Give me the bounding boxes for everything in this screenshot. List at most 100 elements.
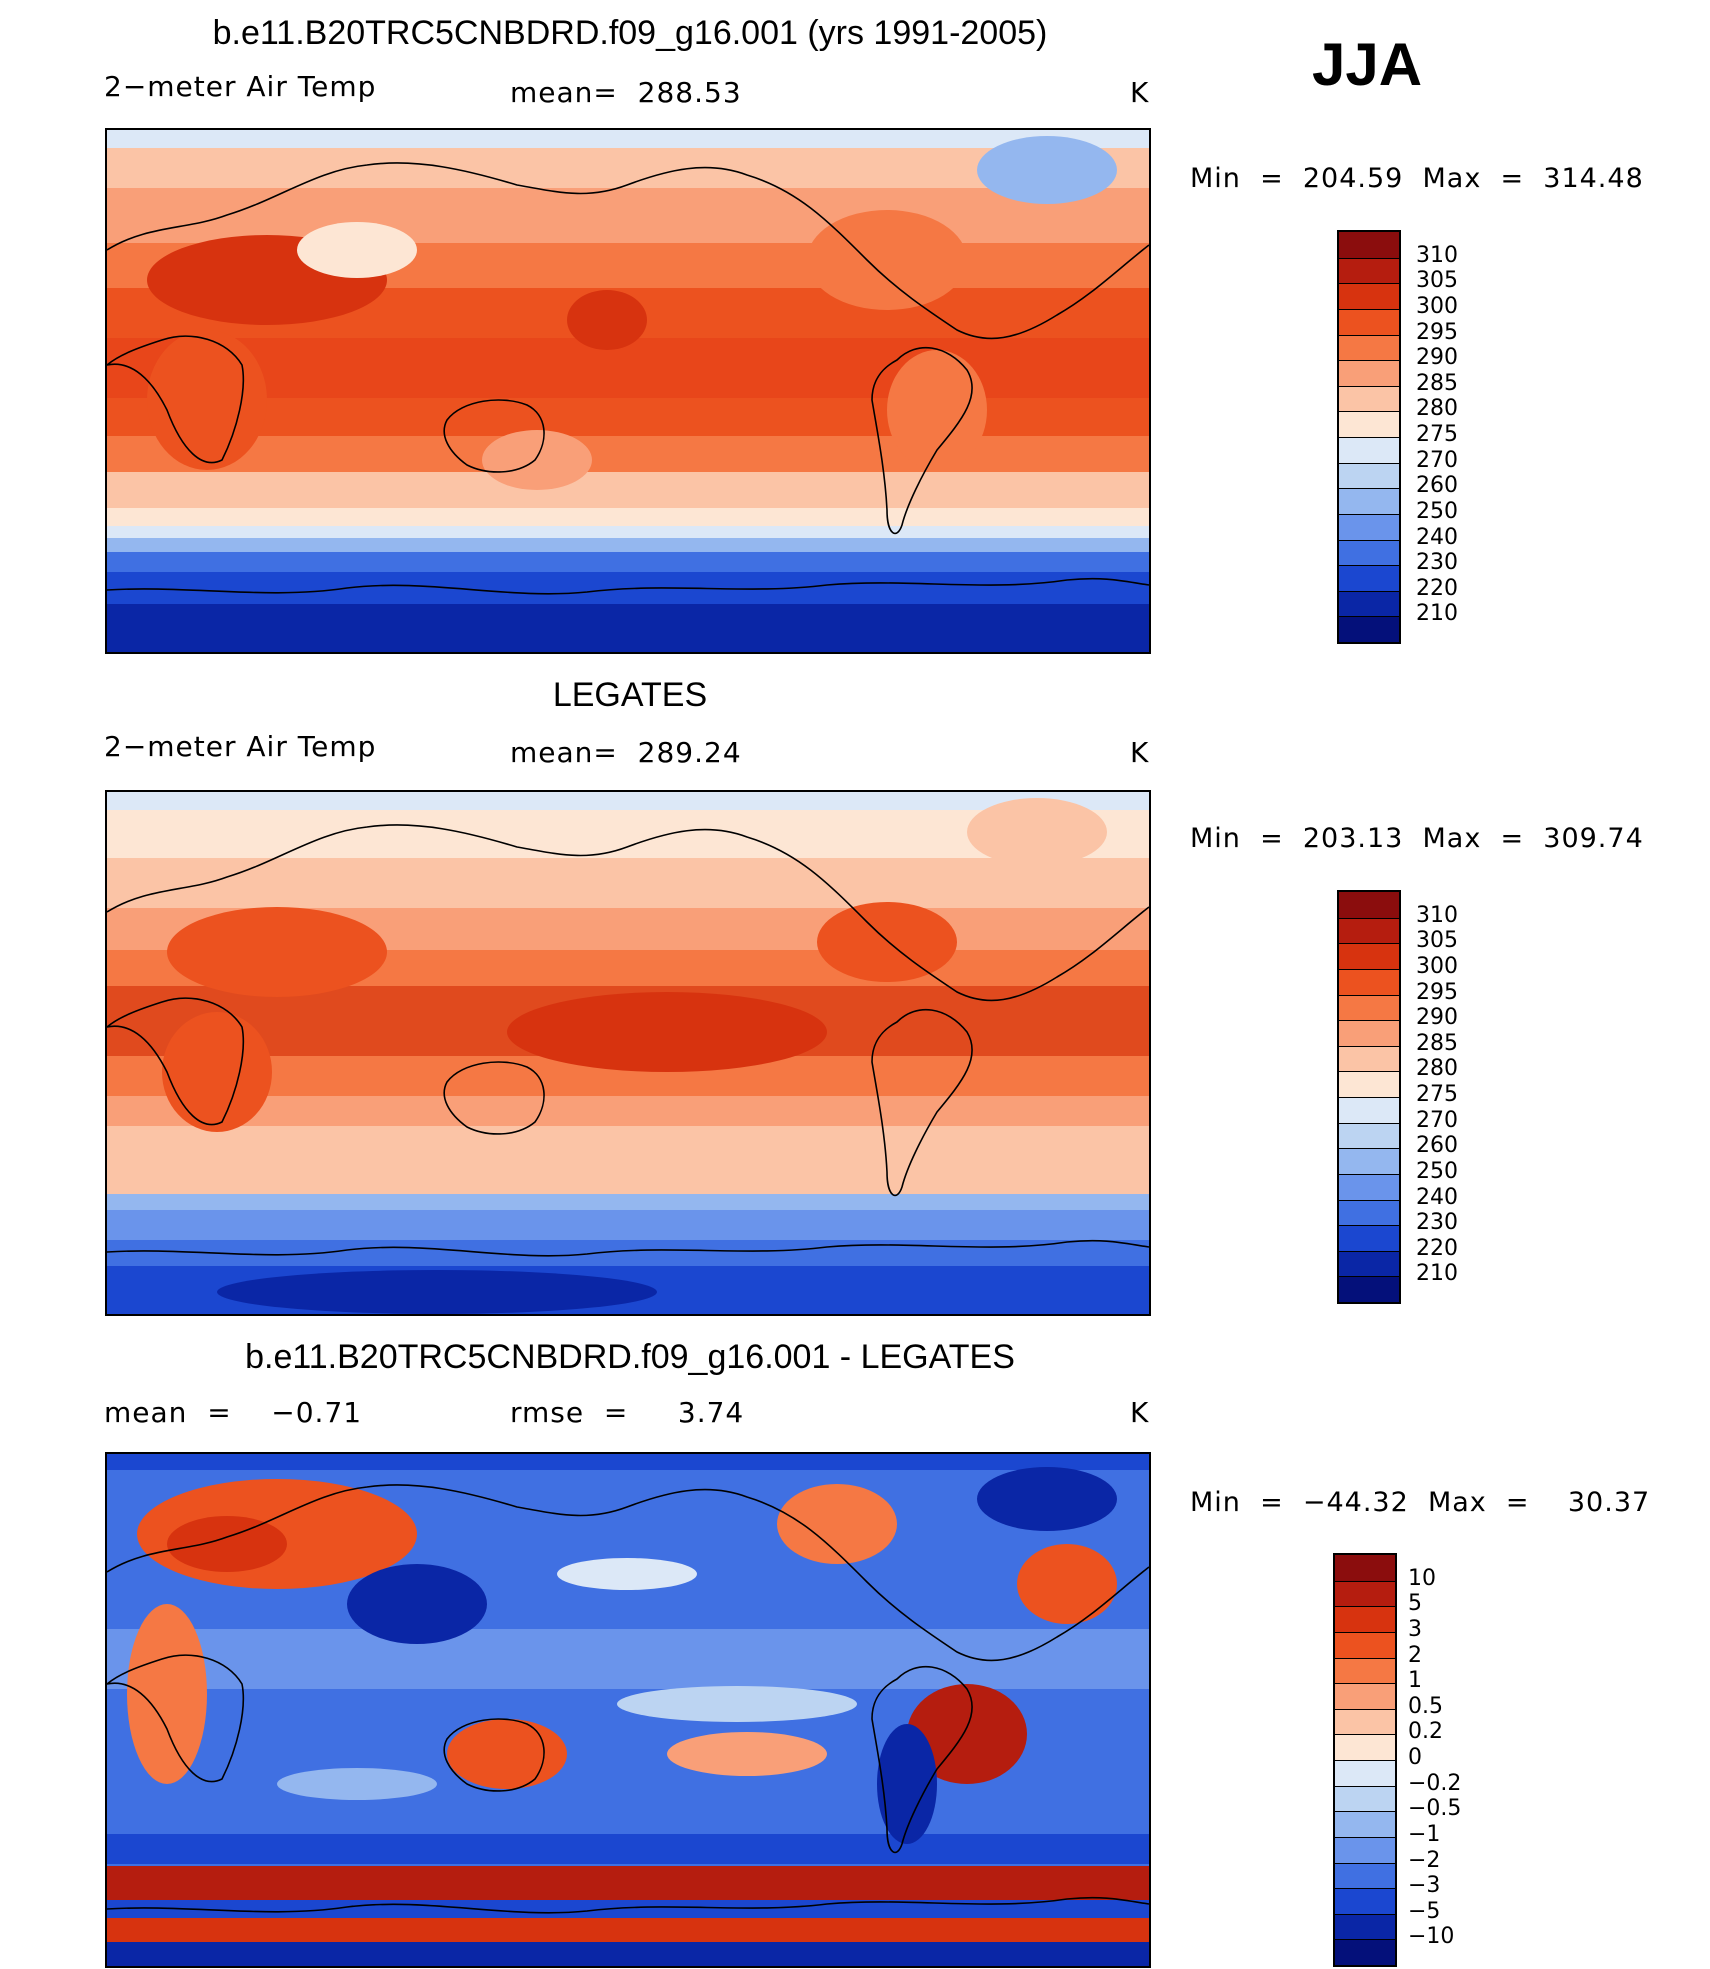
colorbar-box bbox=[1339, 411, 1399, 437]
panel-3-mean-label: mean = −0.71 bbox=[104, 1396, 363, 1429]
panel-3-minmax-label: Min = −44.32 Max = 30.37 bbox=[1190, 1487, 1651, 1518]
colorbar-box bbox=[1339, 892, 1399, 918]
colorbar-box bbox=[1339, 968, 1399, 995]
panel-3-rmse-label: rmse = 3.74 bbox=[510, 1396, 745, 1429]
colorbar-box bbox=[1339, 437, 1399, 463]
panel-3-title: b.e11.B20TRC5CNBDRD.f09_g16.001 - LEGATE… bbox=[245, 1338, 1015, 1376]
colorbar-tick-label: 290 bbox=[1416, 345, 1458, 371]
colorbar-box bbox=[1335, 1657, 1395, 1684]
panel-3-colorbar-ticks: 10 5 3 2 1 0.5 0.2 0 −0.2 −0.5 −1 −2 −3 −5 −10 bbox=[1408, 1553, 1528, 1967]
colorbar-tick-label: 285 bbox=[1416, 370, 1458, 396]
colorbar-tick-label: 260 bbox=[1416, 473, 1458, 499]
colorbar-tick-label: 250 bbox=[1416, 498, 1458, 524]
colorbar-box bbox=[1335, 1555, 1395, 1581]
colorbar-box bbox=[1335, 1580, 1395, 1607]
colorbar-tick-label: 275 bbox=[1416, 422, 1458, 447]
colorbar-tick-label: −0.2 bbox=[1408, 1770, 1462, 1796]
panel-2-variable-label: 2−meter Air Temp bbox=[104, 730, 377, 763]
colorbar-tick-label: 250 bbox=[1416, 1158, 1458, 1184]
colorbar-tick-label: 0 bbox=[1408, 1745, 1422, 1770]
panel-2-minmax-label: Min = 203.13 Max = 309.74 bbox=[1190, 823, 1644, 854]
colorbar-box bbox=[1335, 1760, 1395, 1786]
colorbar-box bbox=[1335, 1785, 1395, 1812]
colorbar-tick-label: 5 bbox=[1408, 1591, 1422, 1617]
colorbar-box bbox=[1335, 1836, 1395, 1863]
colorbar-box bbox=[1339, 994, 1399, 1021]
colorbar-box bbox=[1339, 1020, 1399, 1046]
colorbar-box bbox=[1335, 1862, 1395, 1889]
panel-2-colorbar-ticks: 310 305 300 295 290 285 280 275 270 260 250 240 230 2… bbox=[1416, 890, 1536, 1304]
colorbar-tick-label: 285 bbox=[1416, 1030, 1458, 1056]
colorbar-tick-label: 0.2 bbox=[1408, 1719, 1443, 1745]
panel-2-title: LEGATES bbox=[552, 676, 708, 714]
colorbar-box bbox=[1339, 488, 1399, 514]
panel-1-variable-label: 2−meter Air Temp bbox=[104, 70, 377, 103]
colorbar-tick-label: −3 bbox=[1408, 1873, 1441, 1899]
colorbar-tick-label: −5 bbox=[1408, 1898, 1441, 1924]
colorbar-tick-label: −1 bbox=[1408, 1821, 1441, 1847]
panel-3-colorbar bbox=[1333, 1553, 1397, 1967]
colorbar-box bbox=[1339, 1045, 1399, 1072]
panel-1-colorbar bbox=[1337, 230, 1401, 644]
colorbar-box bbox=[1339, 1250, 1399, 1277]
colorbar-tick-label: 1 bbox=[1408, 1668, 1422, 1694]
colorbar-tick-label: 2 bbox=[1408, 1642, 1422, 1668]
panel-1-units-label: K bbox=[1130, 76, 1150, 109]
colorbar-box bbox=[1335, 1606, 1395, 1632]
colorbar-box bbox=[1335, 1734, 1395, 1760]
colorbar-box bbox=[1339, 616, 1399, 642]
panel-3-units-label: K bbox=[1130, 1396, 1150, 1429]
colorbar-box bbox=[1335, 1811, 1395, 1837]
colorbar-tick-label: −0.5 bbox=[1408, 1796, 1462, 1822]
colorbar-tick-label: 295 bbox=[1416, 319, 1458, 345]
colorbar-tick-label: 260 bbox=[1416, 1133, 1458, 1159]
colorbar-tick-label: 305 bbox=[1416, 268, 1458, 294]
colorbar-box bbox=[1335, 1888, 1395, 1914]
colorbar-box bbox=[1339, 943, 1399, 969]
colorbar-box bbox=[1335, 1631, 1395, 1658]
colorbar-box bbox=[1339, 334, 1399, 361]
panel-2-colorbar bbox=[1337, 890, 1401, 1304]
colorbar-tick-label: 270 bbox=[1416, 1107, 1458, 1133]
colorbar-box bbox=[1339, 513, 1399, 540]
colorbar-box bbox=[1339, 917, 1399, 944]
colorbar-tick-label: 210 bbox=[1416, 1261, 1458, 1287]
season-label: JJA bbox=[1312, 31, 1423, 98]
colorbar-box bbox=[1339, 232, 1399, 258]
colorbar-box bbox=[1339, 283, 1399, 309]
colorbar-tick-label: 270 bbox=[1416, 447, 1458, 473]
panel-2-map bbox=[105, 790, 1151, 1316]
panel-3-map bbox=[105, 1452, 1151, 1968]
colorbar-tick-label: 300 bbox=[1416, 293, 1458, 319]
colorbar-box bbox=[1339, 1071, 1399, 1097]
panel-2-mean-label: mean= 289.24 bbox=[510, 736, 742, 769]
colorbar-box bbox=[1335, 1939, 1395, 1965]
colorbar-tick-label: 290 bbox=[1416, 1005, 1458, 1031]
colorbar-tick-label: 310 bbox=[1416, 902, 1458, 928]
colorbar-tick-label: −2 bbox=[1408, 1847, 1441, 1873]
colorbar-tick-label: 240 bbox=[1416, 524, 1458, 550]
colorbar-box bbox=[1339, 1122, 1399, 1149]
colorbar-box bbox=[1335, 1708, 1395, 1735]
colorbar-box bbox=[1339, 462, 1399, 489]
colorbar-box bbox=[1339, 590, 1399, 617]
colorbar-box bbox=[1339, 1173, 1399, 1200]
colorbar-box bbox=[1339, 1148, 1399, 1174]
colorbar-tick-label: 240 bbox=[1416, 1184, 1458, 1210]
colorbar-tick-label: 10 bbox=[1408, 1565, 1436, 1591]
colorbar-box bbox=[1339, 1276, 1399, 1302]
colorbar-tick-label: 280 bbox=[1416, 396, 1458, 422]
colorbar-box bbox=[1339, 1097, 1399, 1123]
panel-1-title: b.e11.B20TRC5CNBDRD.f09_g16.001 (yrs 199… bbox=[212, 14, 1048, 52]
colorbar-tick-label: 220 bbox=[1416, 1235, 1458, 1261]
colorbar-tick-label: 275 bbox=[1416, 1082, 1458, 1107]
colorbar-tick-label: 300 bbox=[1416, 953, 1458, 979]
colorbar-tick-label: 310 bbox=[1416, 242, 1458, 268]
panel-2-units-label: K bbox=[1130, 736, 1150, 769]
colorbar-tick-label: 220 bbox=[1416, 575, 1458, 601]
colorbar-tick-label: 305 bbox=[1416, 928, 1458, 954]
colorbar-box bbox=[1335, 1683, 1395, 1709]
colorbar-box bbox=[1339, 1225, 1399, 1251]
colorbar-tick-label: 230 bbox=[1416, 550, 1458, 576]
colorbar-tick-label: 210 bbox=[1416, 601, 1458, 627]
